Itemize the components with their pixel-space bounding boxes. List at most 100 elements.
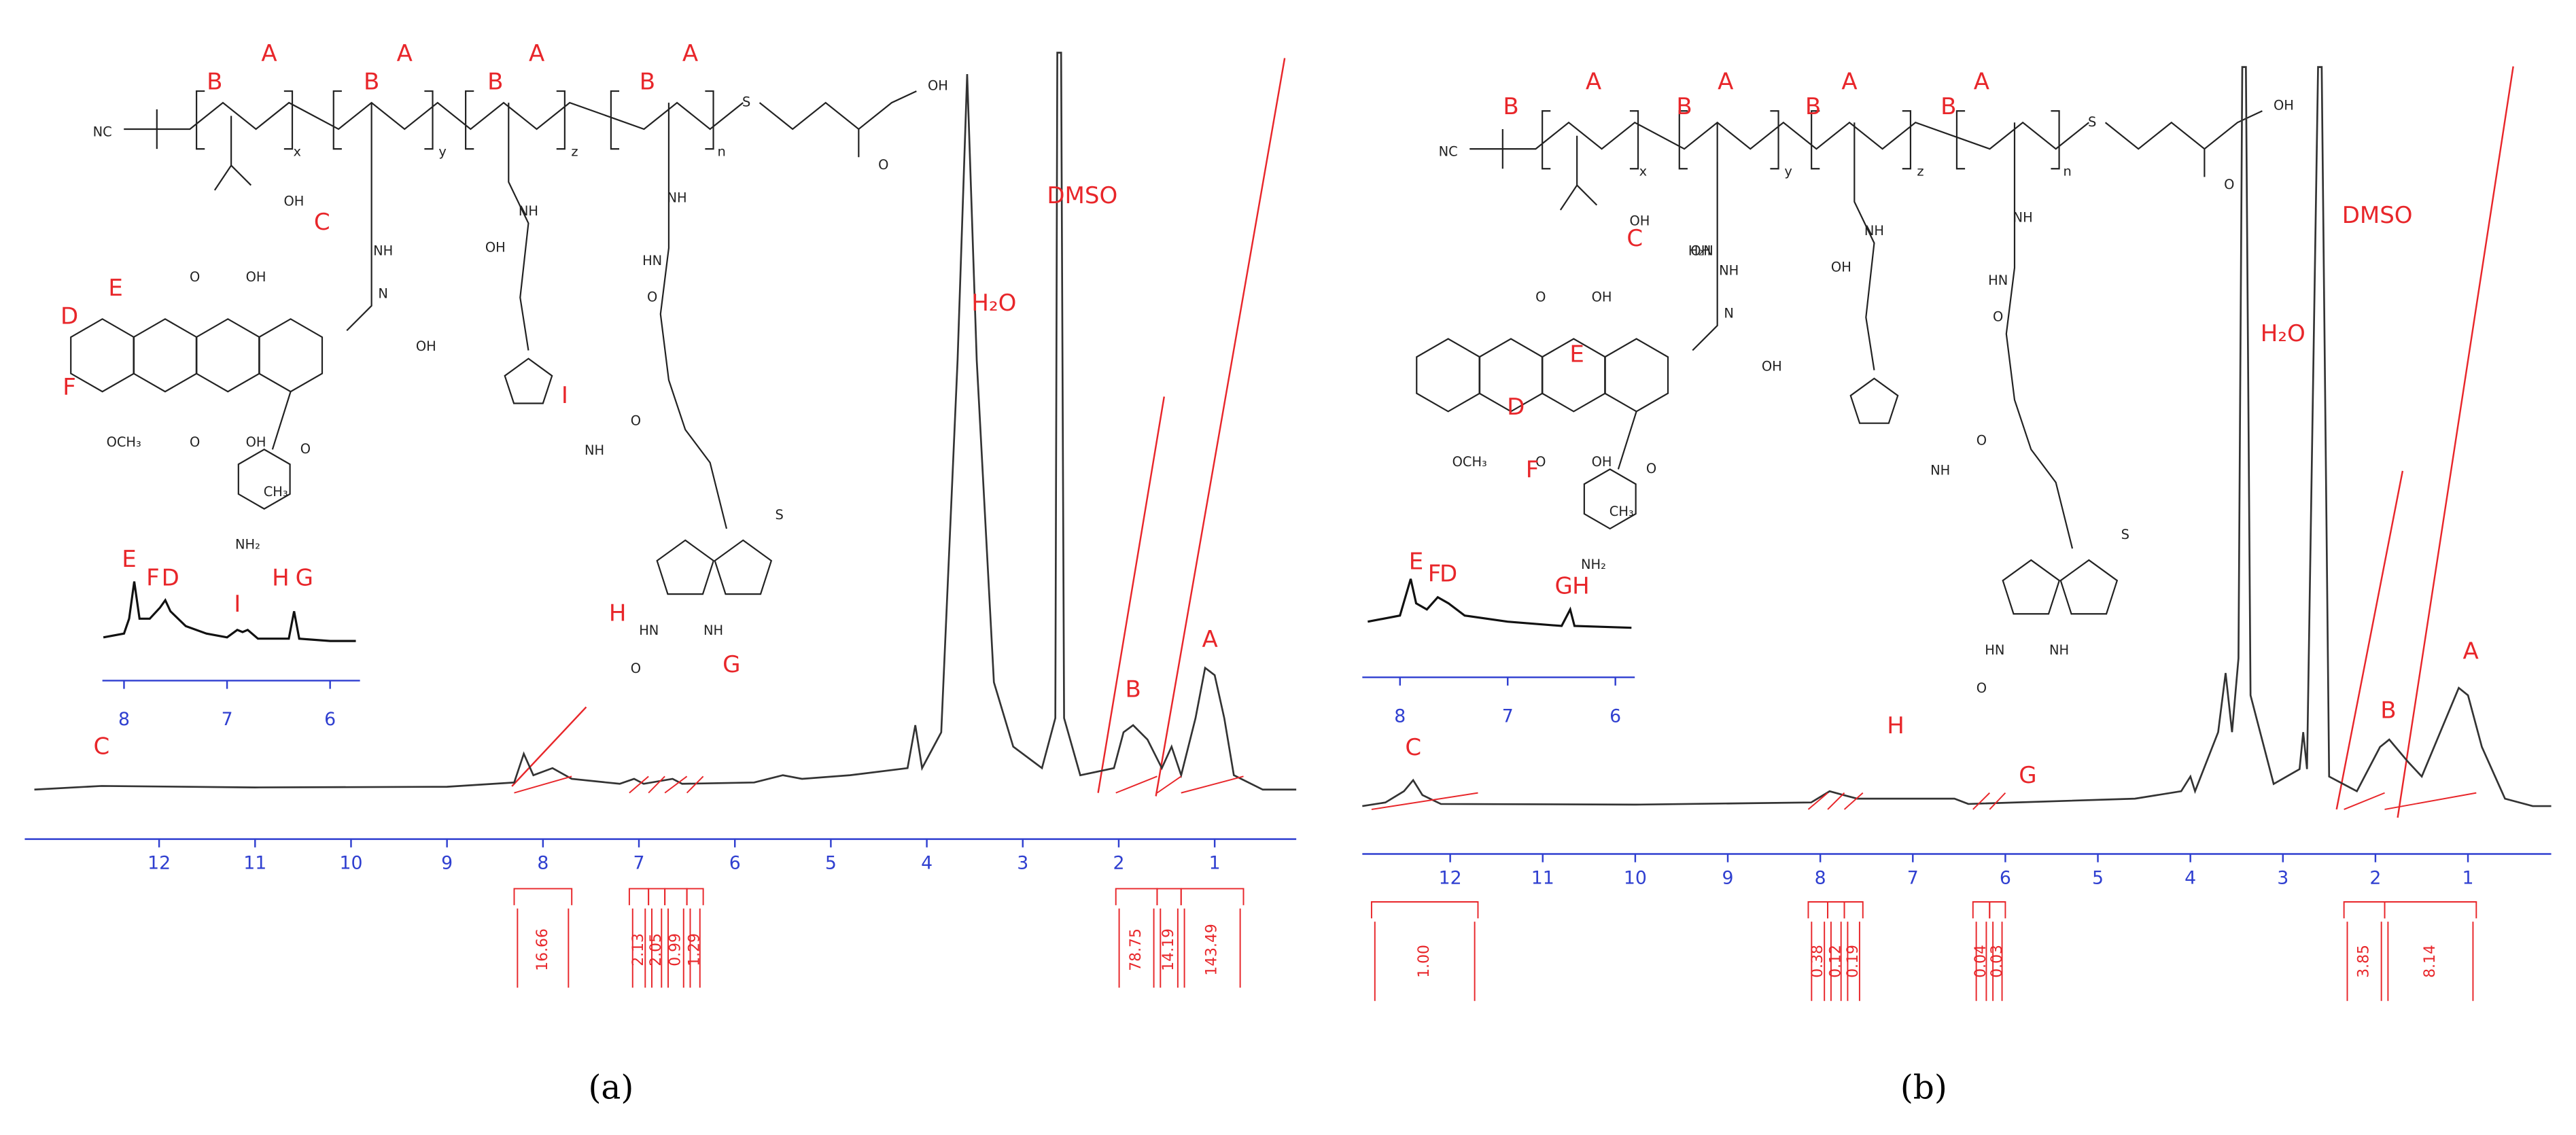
atom-label: NH — [1930, 462, 1950, 478]
spectrum-line — [34, 52, 1297, 791]
atom-label: S — [2088, 114, 2096, 130]
x-tick-label: 12 — [1439, 867, 1462, 888]
atom-label: O — [631, 661, 641, 676]
atom-label: OH — [1831, 260, 1851, 275]
x-tick-label: 4 — [2185, 867, 2196, 888]
atom-label: O — [2224, 177, 2234, 192]
integral-value: 143.49 — [1204, 924, 1221, 976]
peak-label: H₂O — [2261, 320, 2305, 347]
integral-slash — [1181, 775, 1244, 794]
inset-peak-label: H — [1572, 573, 1590, 600]
atom-label: O — [1993, 309, 2003, 324]
ring — [133, 318, 198, 393]
inset-spectrum — [1368, 578, 1632, 629]
x-tick-label: 11 — [243, 853, 266, 874]
inset-tick-label: 6 — [324, 709, 336, 730]
structure-label: H — [1887, 712, 1904, 739]
atom-label: CH₃ — [1609, 504, 1634, 519]
x-tick-label: 2 — [2369, 867, 2381, 888]
atom-label: O — [1646, 461, 1656, 476]
atom-label: OH — [246, 434, 266, 450]
integral-curve — [2335, 470, 2404, 810]
structure-label: D — [1507, 394, 1525, 421]
structure — [1416, 110, 2263, 615]
structure-label: B — [1805, 93, 1821, 120]
integral-value: 0.04 — [1972, 945, 1989, 978]
x-tick-label: 12 — [147, 853, 171, 874]
atom-label: O — [1535, 289, 1546, 304]
structure-label: F — [63, 374, 76, 401]
panel: NCx y z nSOHOOHNHNOHNHNHNHHNOOOCH₃NH₂CH₃OSH… — [24, 40, 1711, 1106]
peak-label: C — [94, 733, 110, 761]
atom-label: z — [571, 143, 578, 159]
peak-label: B — [2380, 697, 2396, 724]
atom-label: n — [718, 143, 726, 159]
atom-label: S — [2121, 527, 2129, 542]
atom-label: OH — [2274, 97, 2294, 113]
atom-label: NH₂ — [235, 537, 260, 553]
integral-bracket — [1989, 901, 2006, 1001]
integral-value: 8.14 — [2422, 945, 2439, 978]
structure-label: A — [682, 40, 698, 67]
atom-label: NH — [1864, 223, 1884, 239]
inset-peak-label: I — [234, 591, 241, 618]
inset-tick-label: 7 — [222, 709, 233, 730]
atom-label: CH₃ — [264, 484, 288, 500]
x-tick-label: 6 — [2000, 867, 2011, 888]
integral-curve — [2397, 66, 2514, 818]
atom-label: OH — [485, 239, 506, 255]
integral-slash — [1371, 792, 1478, 810]
bonds — [1469, 110, 2263, 549]
integral-value: 2.05 — [648, 933, 665, 966]
structure-label: A — [1841, 68, 1857, 95]
atom-label: N — [1724, 306, 1734, 321]
integral-value: 2.13 — [630, 933, 647, 966]
atom-label: O — [300, 441, 311, 457]
integral-value: 0.99 — [667, 933, 684, 966]
inset-peak-label: E — [122, 546, 136, 573]
inset-peak-label: E — [1409, 548, 1423, 576]
integral-value: 16.66 — [534, 928, 551, 971]
integral-value: 1.00 — [1416, 945, 1433, 978]
integral-bracket — [1180, 888, 1245, 988]
atom-label: N — [378, 285, 388, 301]
atom-label: x — [1639, 164, 1648, 179]
integral-slash — [1989, 792, 2006, 810]
x-tick-label: 10 — [339, 853, 362, 874]
atom-label: OH — [1690, 243, 1711, 258]
atom-label: O — [647, 289, 657, 304]
integral-slash — [664, 775, 688, 794]
atom-label: NH — [667, 190, 687, 206]
panel: NCx y z nSOHOOHNHNOHNHNHNHHNOOOCH₃NH₂CH₃OSH… — [1362, 66, 2552, 1106]
biotin-ring — [714, 539, 773, 595]
peak-label: A — [2462, 638, 2478, 665]
atom-label: OH — [928, 77, 948, 93]
atom-label: NH — [1719, 262, 1739, 278]
x-tick-label: 1 — [2462, 867, 2474, 888]
x-tick-label: 10 — [1624, 867, 1647, 888]
peak-label: DMSO — [2342, 202, 2413, 229]
integral-slash — [1843, 792, 1864, 810]
atom-label: NC — [93, 124, 112, 139]
peak-label: DMSO — [1047, 182, 1117, 209]
inset-peak-label: F — [1428, 561, 1442, 588]
atom-label: OH — [416, 338, 436, 354]
integral-curve — [1155, 58, 1286, 797]
structure-label: G — [723, 651, 740, 678]
atom-label: O — [631, 413, 641, 428]
atom-label: OH — [1592, 289, 1612, 304]
caption: (a) — [588, 1068, 633, 1106]
atom-label: O — [190, 434, 200, 450]
integral-slash — [1807, 792, 1828, 810]
spectrum-line — [1362, 66, 2552, 807]
integral-value: 3.85 — [2356, 945, 2373, 978]
inset-peak-label: G — [1554, 573, 1572, 600]
atom-label: H₂N — [1688, 243, 1713, 258]
biotin-ring — [2059, 559, 2119, 615]
atom-label: OH — [246, 269, 266, 285]
integral-bracket — [1843, 901, 1864, 1001]
integral-bracket — [2384, 901, 2477, 1001]
x-tick-label: 3 — [2277, 867, 2288, 888]
